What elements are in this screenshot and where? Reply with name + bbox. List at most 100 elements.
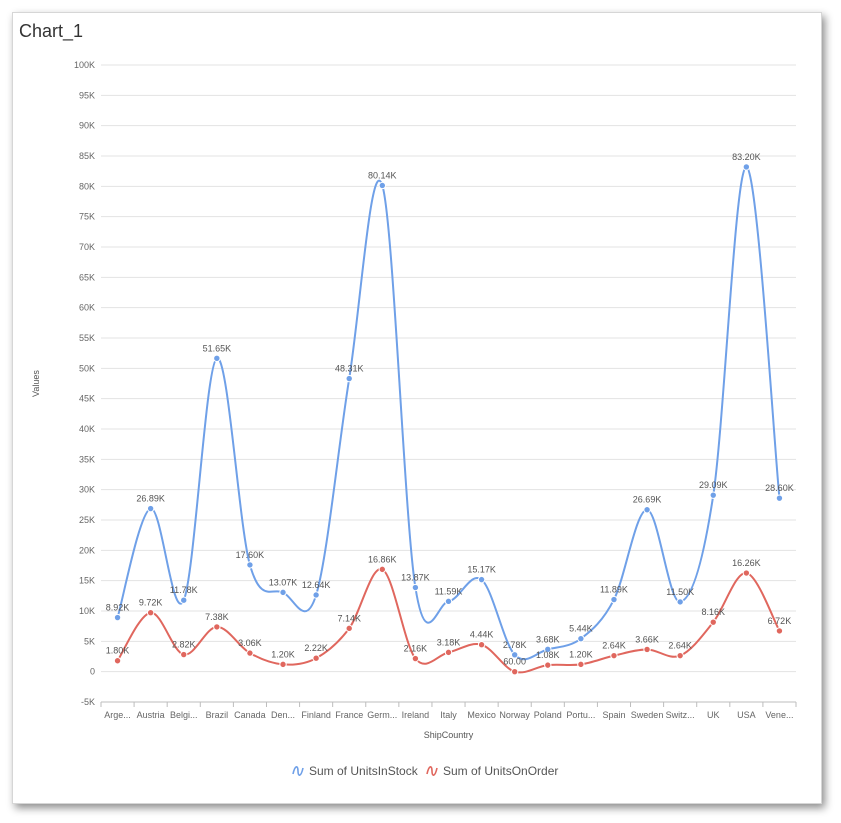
y-tick-label: 95K: [79, 90, 95, 100]
chart-card: Chart_1 -5K 0 5K 10K 15K 20K 25K 30K 35K 40K 45K 50…: [12, 12, 822, 804]
data-point[interactable]: [709, 491, 717, 499]
data-point[interactable]: [279, 660, 287, 669]
data-point[interactable]: [378, 565, 387, 574]
data-point[interactable]: [180, 650, 188, 659]
series-points: [113, 163, 784, 676]
data-point[interactable]: [213, 354, 221, 363]
data-label: 1.20K: [569, 649, 593, 659]
data-point[interactable]: [312, 654, 320, 662]
data-label: 26.69K: [633, 495, 662, 505]
data-point[interactable]: [113, 613, 122, 622]
data-label: 28.60K: [765, 483, 794, 493]
data-point[interactable]: [742, 163, 751, 171]
data-point[interactable]: [246, 561, 254, 569]
data-label: 11.50K: [666, 587, 694, 597]
data-point[interactable]: [246, 649, 254, 657]
data-label: 16.26K: [732, 558, 761, 568]
data-point[interactable]: [477, 641, 486, 649]
data-label: 15.17K: [467, 565, 496, 575]
data-label: 13.07K: [269, 577, 298, 587]
y-tick-label: 0: [90, 667, 95, 677]
data-point[interactable]: [180, 596, 188, 604]
legend-swatch-1[interactable]: [292, 766, 304, 776]
data-label: 2.16K: [404, 644, 428, 654]
data-point[interactable]: [444, 597, 453, 606]
data-labels: 8.92K 26.89K 11.78K 51.65K 17.60K 13.07K 12.64…: [106, 152, 794, 667]
data-point[interactable]: [113, 657, 122, 665]
y-tick-label: 30K: [79, 485, 95, 495]
data-point[interactable]: [676, 651, 684, 660]
data-label: 8.16K: [701, 607, 725, 617]
gridlines: [101, 64, 796, 703]
data-label: 48.31K: [335, 364, 364, 374]
y-tick-label: 25K: [79, 515, 95, 525]
data-label: 8.92K: [106, 603, 130, 613]
data-point[interactable]: [577, 634, 585, 643]
data-label: 83.20K: [732, 152, 761, 162]
x-tick-label: Poland: [534, 710, 562, 720]
x-tick-label: Austria: [137, 710, 165, 720]
data-point[interactable]: [643, 645, 651, 654]
x-tick-label: Belgi...: [170, 710, 198, 720]
data-point[interactable]: [411, 654, 420, 663]
y-axis-title: Values: [31, 370, 41, 397]
legend-swatch-2[interactable]: [426, 766, 438, 776]
data-label: 1.20K: [271, 649, 295, 659]
legend-label-1[interactable]: Sum of UnitsInStock: [309, 764, 419, 778]
y-tick-label: -5K: [81, 697, 95, 707]
data-point[interactable]: [444, 648, 453, 657]
data-point[interactable]: [643, 506, 651, 514]
data-label: 7.38K: [205, 612, 229, 622]
x-tick-label: Arge...: [104, 710, 131, 720]
x-tick-label: Ireland: [402, 710, 430, 720]
data-point[interactable]: [146, 608, 155, 617]
y-tick-label: 55K: [79, 333, 95, 343]
data-point[interactable]: [146, 504, 155, 513]
data-point[interactable]: [775, 627, 784, 635]
y-tick-label: 70K: [79, 242, 95, 252]
data-point[interactable]: [676, 598, 684, 606]
data-point[interactable]: [610, 651, 618, 660]
data-point[interactable]: [610, 595, 618, 604]
data-label: 2.82K: [172, 640, 196, 650]
data-label: 2.64K: [668, 641, 692, 651]
data-point[interactable]: [345, 624, 353, 633]
data-label: 29.09K: [699, 480, 728, 490]
x-tick-label: UK: [707, 710, 720, 720]
y-tick-label: 80K: [79, 181, 95, 191]
line-chart: -5K 0 5K 10K 15K 20K 25K 30K 35K 40K 45K 50K 55K 60K 6…: [31, 60, 797, 778]
data-point[interactable]: [477, 575, 486, 584]
data-point[interactable]: [510, 651, 519, 659]
data-point[interactable]: [345, 374, 353, 383]
data-label: 6.72K: [768, 616, 792, 626]
data-point[interactable]: [544, 645, 552, 654]
x-axis-ticks: Arge... Austria Belgi... Brazil Canada Den...…: [100, 701, 797, 720]
data-point[interactable]: [279, 588, 287, 597]
data-point[interactable]: [213, 623, 221, 631]
data-label: 13.87K: [401, 573, 430, 583]
y-tick-label: 45K: [79, 394, 95, 404]
data-point[interactable]: [577, 660, 585, 669]
data-point[interactable]: [378, 181, 387, 190]
y-tick-label: 5K: [84, 636, 95, 646]
data-label: 80.14K: [368, 170, 397, 180]
data-point[interactable]: [775, 494, 784, 502]
data-label: 17.60K: [236, 550, 265, 560]
y-tick-label: 90K: [79, 121, 95, 131]
data-point[interactable]: [510, 667, 519, 676]
data-point[interactable]: [312, 591, 320, 599]
x-tick-label: Brazil: [206, 710, 229, 720]
data-point[interactable]: [411, 583, 420, 592]
x-tick-label: Mexico: [467, 710, 496, 720]
legend: Sum of UnitsInStock Sum of UnitsOnOrder: [292, 764, 558, 778]
y-tick-label: 65K: [79, 272, 95, 282]
chart-title: Chart_1: [19, 21, 84, 41]
data-label: 11.89K: [600, 585, 628, 595]
data-label: 2.78K: [503, 640, 527, 650]
data-point[interactable]: [709, 618, 717, 626]
data-label: 2.64K: [602, 641, 626, 651]
data-point[interactable]: [544, 661, 552, 669]
legend-label-2[interactable]: Sum of UnitsOnOrder: [443, 764, 558, 778]
y-tick-label: 100K: [74, 60, 95, 70]
data-point[interactable]: [742, 569, 751, 577]
